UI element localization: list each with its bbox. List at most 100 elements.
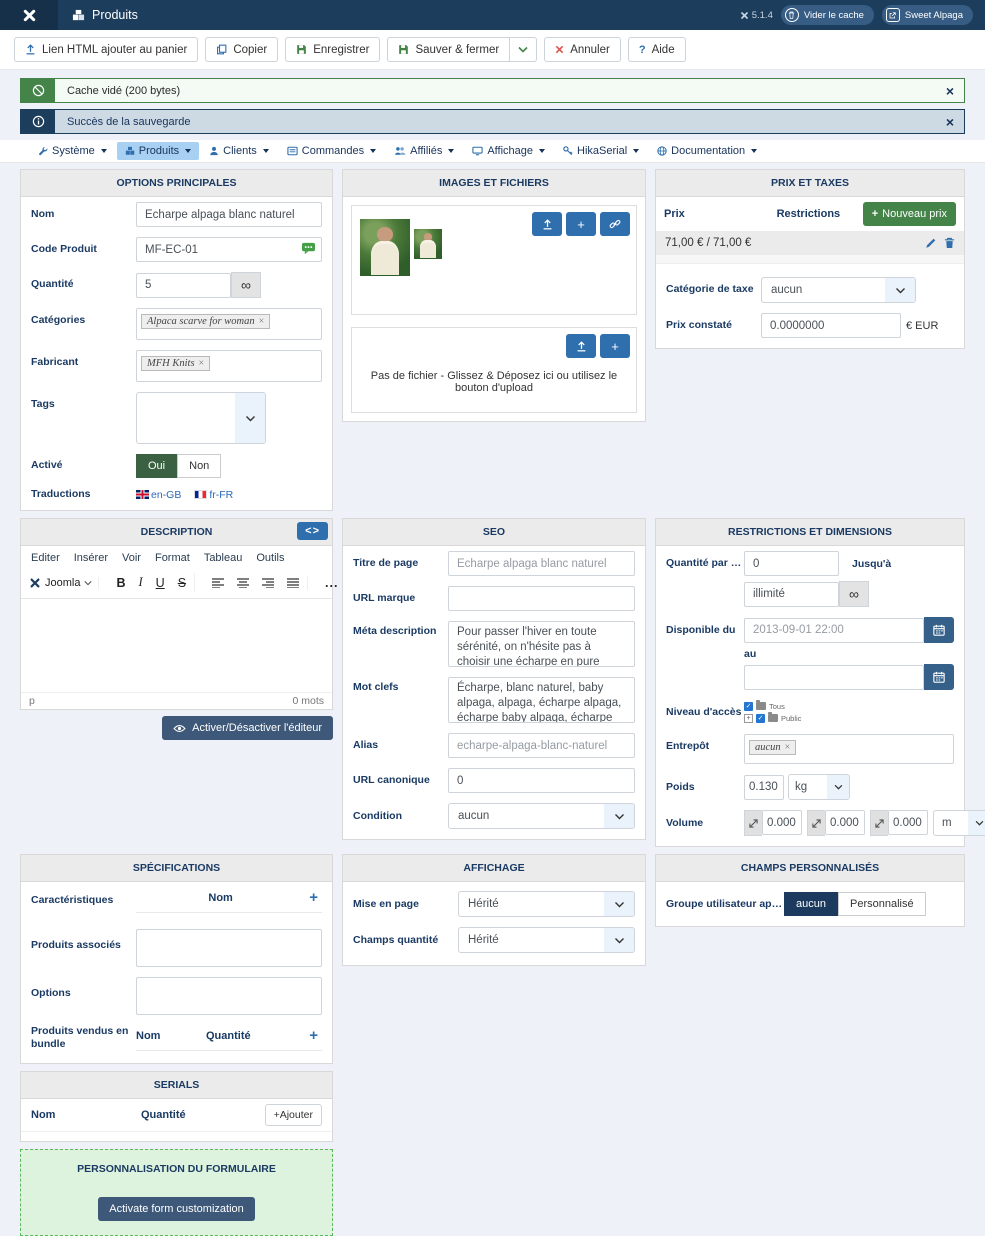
editor-menu-item[interactable]: Editer (31, 552, 60, 565)
editor-menu-item[interactable]: Format (154, 552, 190, 565)
product-name-input[interactable] (136, 202, 322, 227)
menu-affilies[interactable]: Affiliés (386, 142, 462, 160)
activate-form-customization-button[interactable]: Activate form customization (98, 1197, 255, 1222)
remove-tag-icon[interactable]: × (198, 358, 205, 369)
volume-x-input[interactable] (762, 810, 802, 836)
volume-y-input[interactable] (825, 810, 865, 836)
bold-button[interactable]: B (116, 575, 126, 590)
max-quantity-input[interactable] (744, 581, 839, 607)
page-title-input[interactable] (448, 551, 635, 577)
menu-systeme[interactable]: Système (30, 142, 115, 160)
brand-url-input[interactable] (448, 586, 635, 612)
upload-image-button[interactable] (532, 212, 562, 236)
meta-description-textarea[interactable]: Pour passer l'hiver en toute sérénité, o… (448, 621, 635, 668)
images-dropzone[interactable]: + (351, 205, 637, 315)
copy-button[interactable]: Copier (205, 37, 279, 62)
editor-menu-item[interactable]: Tableau (203, 552, 243, 565)
warehouse-tagbox[interactable]: aucun × (744, 734, 954, 765)
toggle-editor-button[interactable]: Activer/Désactiver l'éditeur (162, 716, 333, 741)
upload-file-button[interactable] (566, 334, 596, 358)
save-button[interactable]: Enregistrer (285, 37, 381, 62)
expand-icon[interactable]: + (744, 713, 753, 723)
quantity-input[interactable] (136, 272, 231, 298)
layout-select[interactable]: Hérité (458, 891, 635, 918)
clear-cache-button[interactable]: Vider le cache (780, 5, 874, 25)
new-price-button[interactable]: + Nouveau prix (862, 202, 956, 226)
link-image-button[interactable] (600, 212, 630, 236)
code-view-button[interactable]: <> (297, 522, 328, 541)
unlimited-quantity-button[interactable]: ∞ (231, 272, 261, 298)
editor-menu-item[interactable]: Insérer (73, 552, 108, 565)
weight-input[interactable] (744, 774, 784, 800)
available-from-input[interactable] (744, 617, 924, 643)
add-bundle-button[interactable]: + (305, 1027, 322, 1044)
volume-unit-select[interactable]: m (933, 810, 985, 837)
published-yes-button[interactable]: Oui (136, 454, 178, 478)
categories-tagbox[interactable]: Alpaca scarve for woman × (136, 308, 322, 340)
translation-en-link[interactable]: en-GB (136, 489, 181, 501)
remove-tag-icon[interactable]: × (784, 742, 791, 754)
keywords-textarea[interactable]: Écharpe, blanc naturel, baby alpaga, alp… (448, 677, 635, 724)
menu-hikaserial[interactable]: HikaSerial (555, 142, 647, 160)
preview-site-button[interactable]: Sweet Alpaga (881, 5, 973, 25)
edit-price-button[interactable] (925, 237, 937, 249)
access-level-public[interactable]: + ✓ Public (744, 712, 801, 724)
cart-link-button[interactable]: Lien HTML ajouter au panier (14, 37, 199, 62)
product-photo-thumbnail[interactable] (414, 229, 442, 259)
product-code-input[interactable] (136, 237, 322, 262)
menu-affichage[interactable]: Affichage (464, 142, 553, 160)
strikethrough-button[interactable]: S (177, 575, 187, 590)
quantity-field-select[interactable]: Hérité (458, 927, 635, 954)
remove-tag-icon[interactable]: × (258, 316, 265, 327)
more-tools-button[interactable]: ... (325, 575, 339, 590)
editor-menu-item[interactable]: Outils (256, 552, 285, 565)
menu-documentation[interactable]: Documentation (649, 142, 765, 160)
align-right-button[interactable] (260, 576, 276, 590)
options-input[interactable] (136, 977, 322, 1016)
underline-button[interactable]: U (155, 575, 165, 590)
close-icon[interactable]: × (936, 110, 964, 133)
add-file-button[interactable]: + (600, 334, 630, 358)
italic-button[interactable]: I (137, 573, 145, 592)
menu-clients[interactable]: Clients (201, 142, 277, 160)
menu-commandes[interactable]: Commandes (279, 142, 384, 160)
condition-select[interactable]: aucun (448, 803, 635, 830)
checkbox-checked-icon[interactable]: ✓ (744, 701, 753, 711)
group-none-button[interactable]: aucun (784, 892, 838, 917)
tax-category-select[interactable]: aucun (761, 277, 916, 303)
manufacturer-tagbox[interactable]: MFH Knits × (136, 350, 322, 382)
align-center-button[interactable] (235, 576, 251, 590)
msrp-input[interactable] (761, 313, 901, 338)
product-photo-thumbnail[interactable] (360, 219, 410, 276)
save-close-button[interactable]: Sauver & fermer (387, 37, 511, 62)
delete-price-button[interactable] (944, 237, 955, 249)
comment-icon[interactable] (301, 242, 316, 255)
calendar-button[interactable] (924, 664, 954, 691)
add-serial-button[interactable]: +Ajouter (264, 1104, 322, 1127)
add-characteristic-button[interactable]: + (305, 889, 322, 906)
calendar-button[interactable] (924, 617, 954, 644)
translation-fr-link[interactable]: fr-FR (194, 489, 233, 501)
close-icon[interactable]: × (936, 79, 964, 102)
group-custom-button[interactable]: Personnalisé (837, 892, 926, 917)
cancel-button[interactable]: Annuler (544, 37, 621, 62)
add-image-button[interactable]: + (566, 212, 596, 236)
available-until-input[interactable] (744, 664, 924, 690)
menu-produits[interactable]: Produits (116, 142, 200, 160)
access-level-all[interactable]: ✓ Tous (744, 700, 785, 711)
min-quantity-input[interactable] (744, 551, 839, 577)
unlimited-max-button[interactable]: ∞ (839, 581, 869, 608)
related-products-input[interactable] (136, 929, 322, 968)
tags-select[interactable] (136, 392, 266, 444)
editor-menu-item[interactable]: Voir (122, 552, 141, 565)
files-dropzone[interactable]: + Pas de fichier - Glissez & Déposez ici… (351, 327, 637, 413)
volume-z-input[interactable] (888, 810, 928, 836)
published-no-button[interactable]: Non (177, 454, 222, 478)
save-options-dropdown[interactable] (510, 37, 538, 62)
weight-unit-select[interactable]: kg (788, 774, 850, 801)
alias-input[interactable] (448, 733, 635, 759)
help-button[interactable]: ? Aide (627, 37, 686, 62)
justify-button[interactable] (285, 576, 301, 590)
joomla-plugin-dropdown[interactable]: Joomla (29, 577, 93, 589)
canonical-url-input[interactable] (448, 768, 635, 794)
